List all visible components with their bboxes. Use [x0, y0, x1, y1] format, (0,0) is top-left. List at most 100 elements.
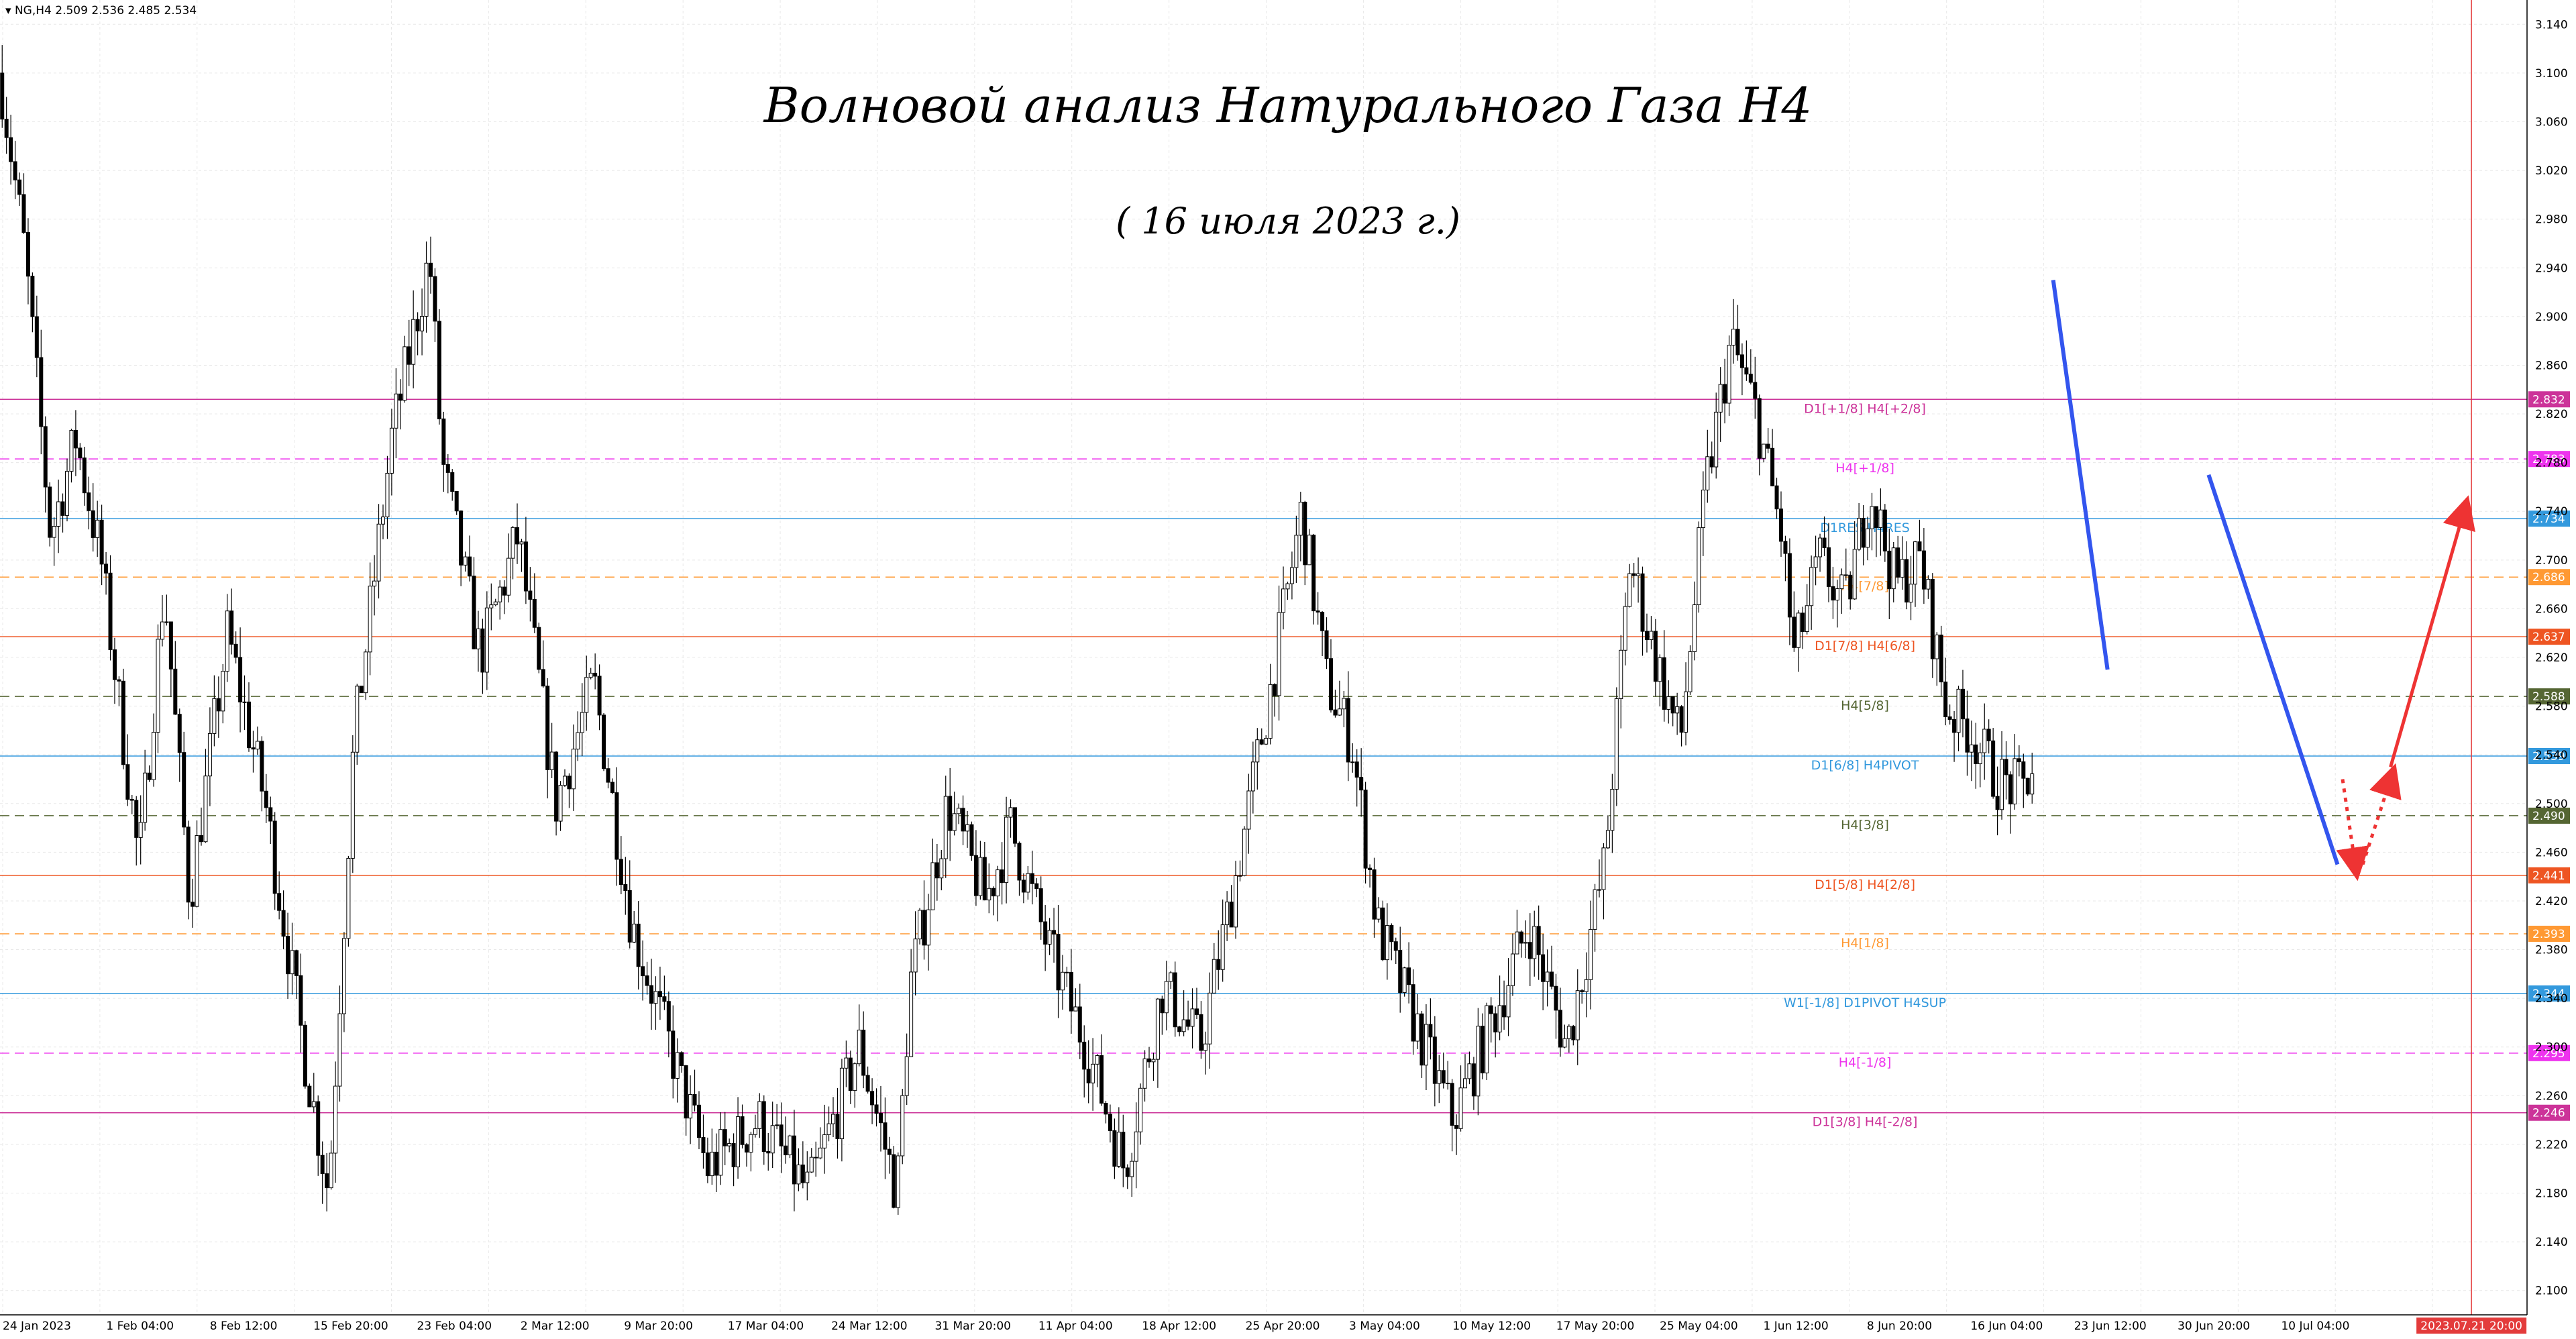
candle-body — [191, 902, 195, 907]
candle-body — [883, 1122, 888, 1150]
x-tick-label: 16 Jun 04:00 — [1970, 1320, 2043, 1333]
candle-body — [2000, 759, 2004, 810]
candle-body — [606, 768, 610, 783]
candle-body — [1874, 506, 1878, 529]
candle-body — [480, 628, 485, 673]
candle-body — [489, 604, 494, 608]
candle-body — [264, 790, 268, 808]
candle-body — [1462, 1078, 1467, 1089]
candle-body — [1389, 925, 1394, 943]
candle-body — [1476, 1026, 1481, 1097]
candle-body — [987, 888, 991, 901]
price-tag-label: 2.588 — [2532, 690, 2565, 704]
x-tick-label: 8 Feb 12:00 — [210, 1320, 278, 1333]
price-tag — [2528, 511, 2570, 527]
level-label: H4[5/8] — [1841, 698, 1889, 713]
candle-body — [407, 346, 411, 365]
candle-body — [277, 893, 282, 911]
candle-body — [666, 1001, 671, 1032]
candle-body — [1723, 384, 1727, 404]
candle-body — [441, 418, 446, 465]
candle-body — [1930, 579, 1935, 659]
candle-body — [290, 950, 294, 975]
candle-body — [65, 471, 70, 516]
dropdown-triangle-icon[interactable]: ▾ — [5, 4, 11, 17]
candle-body — [1134, 1131, 1138, 1162]
candle-body — [246, 701, 251, 749]
price-tag-label: 2.246 — [2532, 1107, 2565, 1120]
candle-body — [13, 161, 17, 180]
candle-body — [861, 1029, 866, 1076]
candle-body — [973, 855, 978, 896]
candle-body — [156, 639, 160, 733]
candle-body — [138, 822, 143, 838]
candle-body — [376, 523, 381, 582]
candle-body — [364, 651, 368, 694]
candle-body — [731, 1143, 736, 1167]
candle-body — [1974, 744, 1978, 765]
candle-body — [1502, 1005, 1507, 1018]
candle-body — [1891, 547, 1896, 590]
candle-body — [576, 732, 580, 750]
candle-body — [1017, 843, 1022, 881]
candle-body — [1303, 502, 1307, 566]
candle-body — [1826, 547, 1831, 587]
candle-body — [1510, 953, 1515, 986]
candle-body — [260, 741, 264, 792]
candle-body — [1978, 752, 1982, 765]
candle-body — [1177, 1026, 1182, 1032]
candle-body — [1878, 509, 1883, 529]
candle-body — [753, 1128, 757, 1135]
candle-body — [684, 1065, 688, 1119]
candle-body — [1181, 1019, 1186, 1032]
candle-body — [17, 179, 22, 195]
price-axis[interactable]: 2.100 2.140 2.180 2.220 2.260 2.300 2.340 2.380… — [2526, 0, 2568, 1315]
candle-body — [1848, 574, 1853, 600]
candle-body — [814, 1157, 818, 1159]
candle-body — [800, 1164, 805, 1183]
candle-body — [1428, 1024, 1433, 1038]
candle-body — [1558, 1010, 1562, 1048]
candle-body — [831, 1114, 836, 1124]
candle-body — [1454, 1125, 1459, 1129]
candle-body — [385, 472, 390, 518]
candle-body — [2030, 773, 2035, 795]
candle-body — [1913, 541, 1918, 585]
candle-body — [286, 936, 290, 975]
price-tag — [2528, 451, 2570, 468]
murrey-levels: D1[+1/8] H4[+2/8]2.832H4[+1/8]2.783D1RES… — [0, 391, 2570, 1130]
candle-body — [1757, 398, 1762, 459]
candle-body — [1402, 967, 1407, 994]
candle-body — [1610, 789, 1615, 831]
candle-body — [770, 1125, 775, 1154]
y-tick-label: 2.820 — [2535, 408, 2568, 421]
candle-body — [147, 772, 152, 780]
candle-body — [1328, 658, 1333, 710]
candle-body — [632, 923, 637, 943]
candle-body — [623, 884, 628, 891]
level-label: H4[-1/8] — [1839, 1055, 1892, 1070]
candle-body — [541, 669, 545, 687]
x-tick-label: 25 Apr 20:00 — [1246, 1320, 1320, 1333]
candle-body — [1705, 456, 1710, 490]
candle-body — [1281, 588, 1286, 613]
price-tag — [2528, 867, 2570, 883]
candle-body — [865, 1075, 870, 1092]
candle-body — [0, 72, 5, 120]
candle-body — [1077, 1006, 1082, 1042]
candle-body — [1774, 485, 1779, 510]
candle-body — [636, 923, 641, 967]
candle-body — [1818, 537, 1823, 557]
price-tag-label: 2.441 — [2532, 869, 2565, 883]
x-tick-label: 1 Jun 12:00 — [1764, 1320, 1829, 1333]
time-axis[interactable]: 24 Jan 2023 1 Feb 04:00 8 Feb 12:00 15 Feb … — [0, 1314, 2527, 1334]
candle-body — [1748, 374, 1753, 383]
candle-body — [78, 447, 83, 459]
candle-body — [718, 1129, 723, 1176]
candle-body — [1882, 509, 1887, 551]
candle-body — [1679, 706, 1684, 733]
candle-body — [389, 427, 394, 474]
candle-body — [1311, 535, 1316, 612]
candle-body — [1506, 985, 1511, 1018]
